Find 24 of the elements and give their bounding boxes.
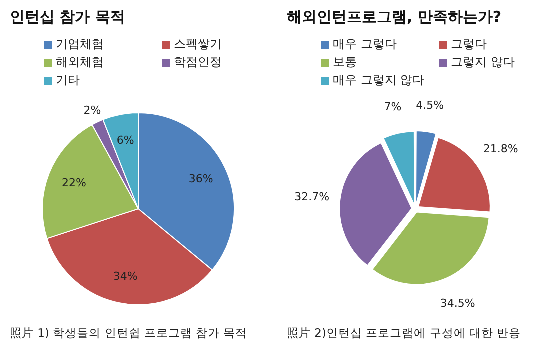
data-label: 7% [384, 100, 402, 114]
data-label: 2% [84, 104, 102, 118]
data-label: 34.5% [440, 296, 476, 310]
data-label: 22% [62, 176, 86, 190]
legend-label: 학점인정 [173, 54, 223, 71]
legend-label: 해외체험 [55, 54, 105, 71]
chart-title: 인턴십 참가 목적 [10, 8, 126, 27]
legend-label: 그렇지 않다 [450, 54, 516, 71]
text: 照片 2)인턴십 프로그램에 구성에 대한 반응 [287, 326, 522, 341]
legend-label: 그렇다 [450, 36, 488, 53]
data-label: 4.5% [416, 98, 444, 112]
data-label: 6% [116, 134, 134, 147]
data-label: 34% [113, 270, 138, 283]
data-label: 36% [188, 172, 214, 186]
data-label: 32.7% [294, 190, 330, 204]
data-label: 21.8% [483, 142, 518, 156]
legend-label: 기타 [55, 72, 81, 89]
legend-label: 보통 [332, 54, 358, 71]
legend-label: 기업체험 [55, 36, 105, 53]
legend-label: 매우 그렇다 [332, 36, 398, 53]
legend-label: 매우 그렇지 않다 [332, 72, 426, 89]
chart-title: 해외인턴프로그램, 만족하는가? [287, 8, 502, 27]
text: 照片 1) 학생들의 인턴쉽 프로그램 참가 목적 [10, 326, 248, 341]
legend-label: 스펙쌓기 [173, 36, 223, 53]
